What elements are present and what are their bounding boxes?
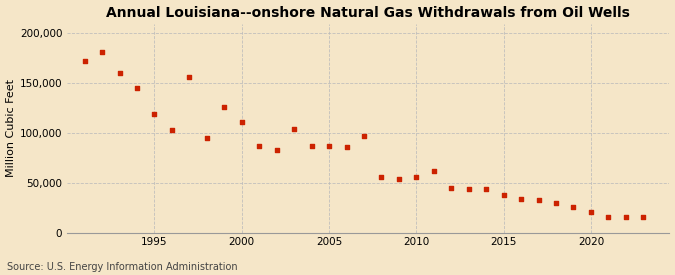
Point bbox=[620, 214, 631, 219]
Point bbox=[184, 75, 195, 79]
Point bbox=[271, 148, 282, 152]
Point bbox=[603, 214, 614, 219]
Point bbox=[236, 120, 247, 124]
Text: Source: U.S. Energy Information Administration: Source: U.S. Energy Information Administ… bbox=[7, 262, 238, 272]
Point bbox=[394, 177, 404, 181]
Point bbox=[306, 144, 317, 148]
Point bbox=[585, 210, 596, 214]
Point bbox=[498, 192, 509, 197]
Point bbox=[341, 145, 352, 149]
Point bbox=[149, 112, 160, 116]
Point bbox=[463, 186, 474, 191]
Title: Annual Louisiana--onshore Natural Gas Withdrawals from Oil Wells: Annual Louisiana--onshore Natural Gas Wi… bbox=[107, 6, 630, 20]
Y-axis label: Million Cubic Feet: Million Cubic Feet bbox=[5, 79, 16, 177]
Point bbox=[358, 134, 369, 138]
Point bbox=[97, 50, 107, 54]
Point bbox=[533, 197, 544, 202]
Point bbox=[219, 105, 230, 109]
Point bbox=[201, 136, 212, 140]
Point bbox=[376, 175, 387, 179]
Point bbox=[132, 86, 142, 90]
Point bbox=[254, 144, 265, 148]
Point bbox=[516, 197, 526, 201]
Point bbox=[429, 169, 439, 173]
Point bbox=[568, 205, 579, 209]
Point bbox=[114, 71, 125, 75]
Point bbox=[446, 186, 457, 190]
Point bbox=[411, 175, 422, 179]
Point bbox=[289, 127, 300, 131]
Point bbox=[551, 200, 562, 205]
Point bbox=[638, 214, 649, 219]
Point bbox=[323, 144, 334, 148]
Point bbox=[79, 59, 90, 64]
Point bbox=[481, 186, 491, 191]
Point bbox=[167, 128, 178, 132]
